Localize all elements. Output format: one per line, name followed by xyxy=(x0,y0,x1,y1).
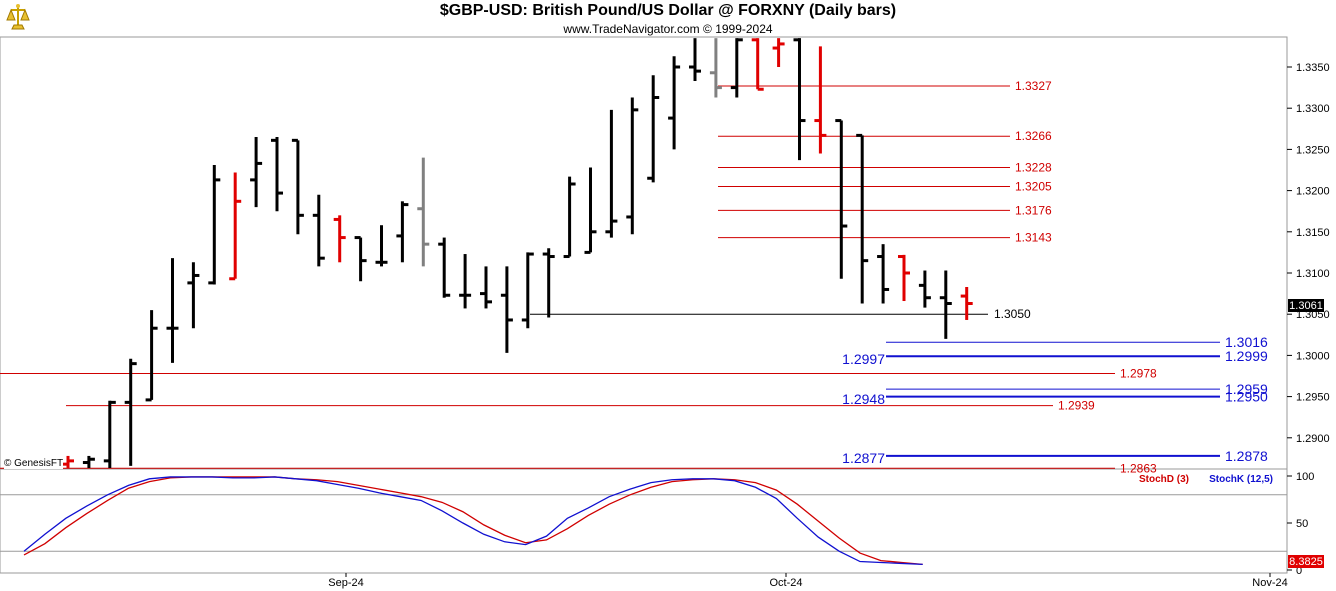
x-tick-label: Nov-24 xyxy=(1252,577,1287,589)
level-lines: 1.3327 1.3266 1.3228 1.3205 1.3176 1.3143 1.29… xyxy=(0,79,1268,475)
red-level-label: 1.3228 xyxy=(1015,161,1052,175)
price-tick-label: 1.3150 xyxy=(1296,227,1330,239)
ohlc-bars xyxy=(62,38,973,468)
trade-navigator-logo xyxy=(2,2,34,34)
ohlc-bar xyxy=(856,133,869,304)
price-tick-label: 1.3300 xyxy=(1296,103,1330,115)
blue-level-label: 1.2948 xyxy=(842,391,885,407)
blue-level-label: 1.2997 xyxy=(842,351,885,367)
stoch-tick-label: 100 xyxy=(1296,471,1314,483)
stoch-k-legend: StochK (12,5) xyxy=(1209,474,1273,485)
copyright-label: © GenesisFT xyxy=(4,458,64,469)
blue-level-label: 1.2877 xyxy=(842,450,885,466)
stoch-tick-label: 0 xyxy=(1296,565,1302,577)
ohlc-bar xyxy=(333,215,346,263)
ohlc-bar xyxy=(229,172,242,281)
ohlc-bar xyxy=(751,38,764,91)
ohlc-bar xyxy=(626,97,639,235)
ohlc-bar xyxy=(877,244,890,304)
ohlc-bar xyxy=(563,176,576,259)
ohlc-bar xyxy=(521,252,534,329)
chart-title: $GBP-USD: British Pound/US Dollar @ FORX… xyxy=(439,2,897,19)
ohlc-bar xyxy=(187,262,200,329)
stoch-tick-label: 50 xyxy=(1296,518,1308,530)
ohlc-bar xyxy=(375,225,388,267)
red-level-label: 1.3205 xyxy=(1015,179,1052,193)
red-level-label: 1.2939 xyxy=(1058,399,1095,413)
stoch-d-legend: StochD (3) xyxy=(1139,474,1189,485)
stoch-axis: 100 50 0 xyxy=(1287,471,1314,577)
ohlc-bar xyxy=(354,236,367,282)
stoch-k-line xyxy=(23,476,923,566)
blue-level-label: 1.2950 xyxy=(1225,389,1268,405)
ohlc-bar xyxy=(145,310,158,402)
stoch-last-marker: 8.3825 xyxy=(1288,555,1324,568)
ohlc-bar xyxy=(605,109,618,238)
ohlc-bar xyxy=(438,237,451,298)
price-tick-label: 1.3050 xyxy=(1296,309,1330,321)
blue-level-label: 1.2878 xyxy=(1225,448,1268,464)
ohlc-bar xyxy=(939,270,952,339)
blue-level-label: 1.2999 xyxy=(1225,348,1268,364)
ohlc-bar xyxy=(835,119,848,279)
ohlc-bar xyxy=(918,270,931,308)
red-level-label: 1.3176 xyxy=(1015,203,1052,217)
ohlc-bar xyxy=(584,167,597,254)
ohlc-bar xyxy=(271,137,283,212)
stoch-lines xyxy=(23,476,923,566)
stoch-grid xyxy=(0,494,1287,552)
blue-level-label: 1.2959 xyxy=(1225,381,1268,397)
ohlc-bar xyxy=(208,165,221,285)
x-tick-label: Sep-24 xyxy=(328,577,363,589)
last-price-label: 1.3061 xyxy=(1289,300,1323,312)
price-tick-label: 1.3250 xyxy=(1296,144,1330,156)
ohlc-bar xyxy=(62,455,74,468)
ohlc-bar xyxy=(166,258,179,363)
price-tick-label: 1.2950 xyxy=(1296,392,1330,404)
price-tick-label: 1.3000 xyxy=(1296,350,1330,362)
ohlc-bar xyxy=(396,201,409,263)
stoch-panel-frame xyxy=(0,468,1288,574)
red-level-label: 1.2978 xyxy=(1120,367,1157,381)
ohlc-bar xyxy=(82,455,95,468)
ohlc-bar xyxy=(709,38,722,98)
price-axis: 1.3350 1.3300 1.3250 1.3200 1.3150 1.3100 1.30… xyxy=(1287,62,1330,445)
price-tick-label: 1.2900 xyxy=(1296,433,1330,445)
ohlc-bar xyxy=(814,46,827,154)
red-level-label: 1.2863 xyxy=(1120,461,1157,475)
black-level-label: 1.3050 xyxy=(994,307,1031,321)
ohlc-bar xyxy=(459,254,472,309)
chart-subtitle: www.TradeNavigator.com © 1999-2024 xyxy=(563,22,773,36)
ohlc-bar xyxy=(542,248,555,318)
ohlc-bar xyxy=(668,56,681,150)
stoch-d-line xyxy=(23,476,923,566)
price-tick-label: 1.3100 xyxy=(1296,268,1330,280)
price-tick-label: 1.3350 xyxy=(1296,62,1330,74)
red-level-label: 1.3327 xyxy=(1015,79,1052,93)
ohlc-bar xyxy=(480,266,492,309)
ohlc-bar xyxy=(793,38,806,161)
ohlc-bar xyxy=(312,194,325,267)
ohlc-bar xyxy=(772,38,785,67)
last-price-marker: 1.3061 xyxy=(1288,299,1324,312)
ohlc-bar xyxy=(647,75,660,183)
ohlc-bar xyxy=(103,400,116,468)
x-axis: Sep-24 Oct-24 Nov-24 xyxy=(328,573,1288,589)
stoch-last-label: 8.3825 xyxy=(1289,556,1323,568)
ohlc-bar xyxy=(417,157,430,267)
ohlc-bar xyxy=(250,137,263,208)
ohlc-bar xyxy=(689,38,701,82)
ohlc-bar xyxy=(730,38,743,98)
ohlc-bar xyxy=(960,287,973,320)
ohlc-bar xyxy=(291,138,304,235)
red-level-label: 1.3266 xyxy=(1015,129,1052,143)
ohlc-bar xyxy=(898,254,910,302)
blue-level-label: 1.3016 xyxy=(1225,334,1268,350)
x-tick-label: Oct-24 xyxy=(769,577,802,589)
ohlc-bar xyxy=(500,266,513,353)
ohlc-bar xyxy=(124,358,137,466)
price-tick-label: 1.3200 xyxy=(1296,186,1330,198)
red-level-label: 1.3143 xyxy=(1015,231,1052,245)
